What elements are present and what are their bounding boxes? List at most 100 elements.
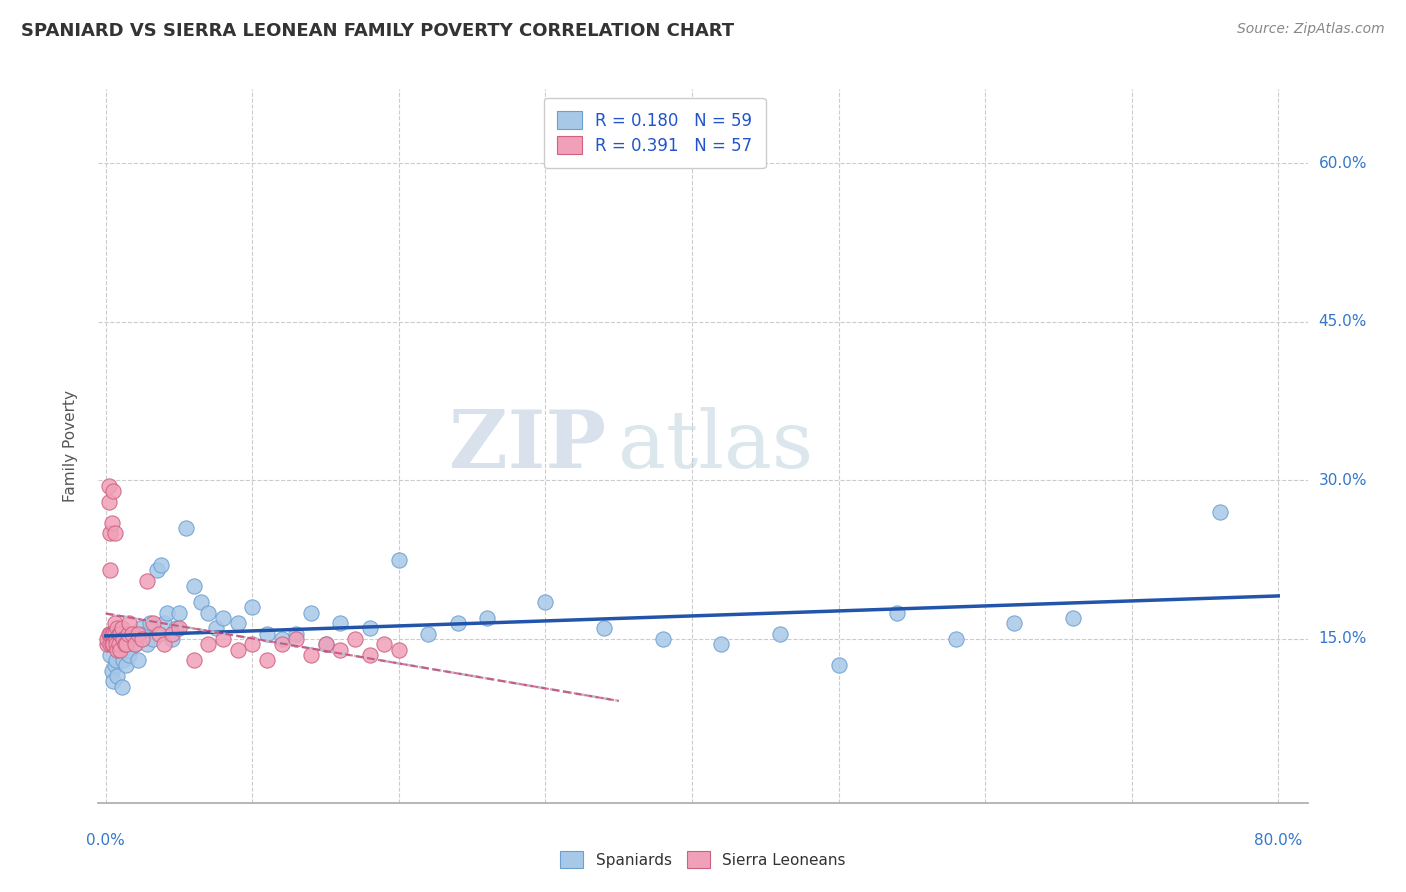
Point [110,642,132,657]
Text: 45.0%: 45.0% [1319,314,1367,329]
Point [146,563,169,577]
Point [124,637,146,651]
Point [103,658,125,673]
Point [127,653,149,667]
Point [101,483,124,498]
Point [142,616,165,631]
Point [131,632,153,646]
Point [103,626,125,640]
Point [107,621,129,635]
Point [98,648,121,662]
Point [100,516,122,530]
Point [446,616,468,631]
Point [359,648,381,662]
Point [100,637,122,651]
Point [111,680,134,694]
Point [212,632,235,646]
Point [124,637,146,651]
Legend: Spaniards, Sierra Leoneans: Spaniards, Sierra Leoneans [553,844,853,875]
Point [769,626,792,640]
Point [176,521,198,535]
Point [115,658,138,673]
Point [388,552,411,566]
Point [226,642,249,657]
Text: atlas: atlas [619,407,814,485]
Point [98,563,121,577]
Point [183,579,205,593]
Point [100,664,122,678]
Point [96,632,118,646]
Point [226,616,249,631]
Point [1004,616,1026,631]
Point [240,600,263,615]
Point [103,526,125,541]
Point [148,626,170,640]
Point [299,648,322,662]
Point [197,637,219,651]
Point [165,621,187,635]
Point [118,616,141,631]
Text: SPANIARD VS SIERRA LEONEAN FAMILY POVERTY CORRELATION CHART: SPANIARD VS SIERRA LEONEAN FAMILY POVERT… [21,22,734,40]
Point [285,632,308,646]
Point [96,637,118,651]
Point [315,637,337,651]
Point [97,478,120,492]
Point [388,642,411,657]
Point [153,637,176,651]
Point [98,637,121,651]
Point [270,632,292,646]
Point [1208,505,1230,519]
Point [418,626,440,640]
Text: 0.0%: 0.0% [86,833,125,848]
Point [945,632,967,646]
Legend: R = 0.180   N = 59, R = 0.391   N = 57: R = 0.180 N = 59, R = 0.391 N = 57 [544,97,766,169]
Point [135,574,157,588]
Point [190,595,212,609]
Point [373,637,395,651]
Point [593,621,616,635]
Point [101,626,124,640]
Point [329,616,352,631]
Text: Source: ZipAtlas.com: Source: ZipAtlas.com [1237,22,1385,37]
Point [197,606,219,620]
Point [108,637,131,651]
Point [127,626,149,640]
Point [167,621,190,635]
Y-axis label: Family Poverty: Family Poverty [63,390,77,502]
Point [121,626,143,640]
Point [117,642,139,657]
Point [153,616,176,631]
Point [105,632,128,646]
Point [204,621,226,635]
Point [107,669,129,683]
Point [343,632,366,646]
Point [101,674,124,689]
Point [132,626,155,640]
Text: 30.0%: 30.0% [1319,473,1367,488]
Point [112,653,135,667]
Point [121,626,143,640]
Point [160,632,183,646]
Text: 60.0%: 60.0% [1319,156,1367,170]
Point [156,606,179,620]
Point [97,494,120,508]
Point [107,642,129,657]
Point [475,611,498,625]
Point [827,658,849,673]
Point [117,626,139,640]
Point [150,558,173,572]
Point [115,637,138,651]
Point [110,637,132,651]
Point [167,606,190,620]
Point [1062,611,1084,625]
Point [138,616,160,631]
Point [270,637,292,651]
Point [105,637,128,651]
Point [101,637,124,651]
Point [100,626,122,640]
Point [103,616,125,631]
Point [118,648,141,662]
Point [256,653,278,667]
Text: 15.0%: 15.0% [1319,632,1367,647]
Point [212,611,235,625]
